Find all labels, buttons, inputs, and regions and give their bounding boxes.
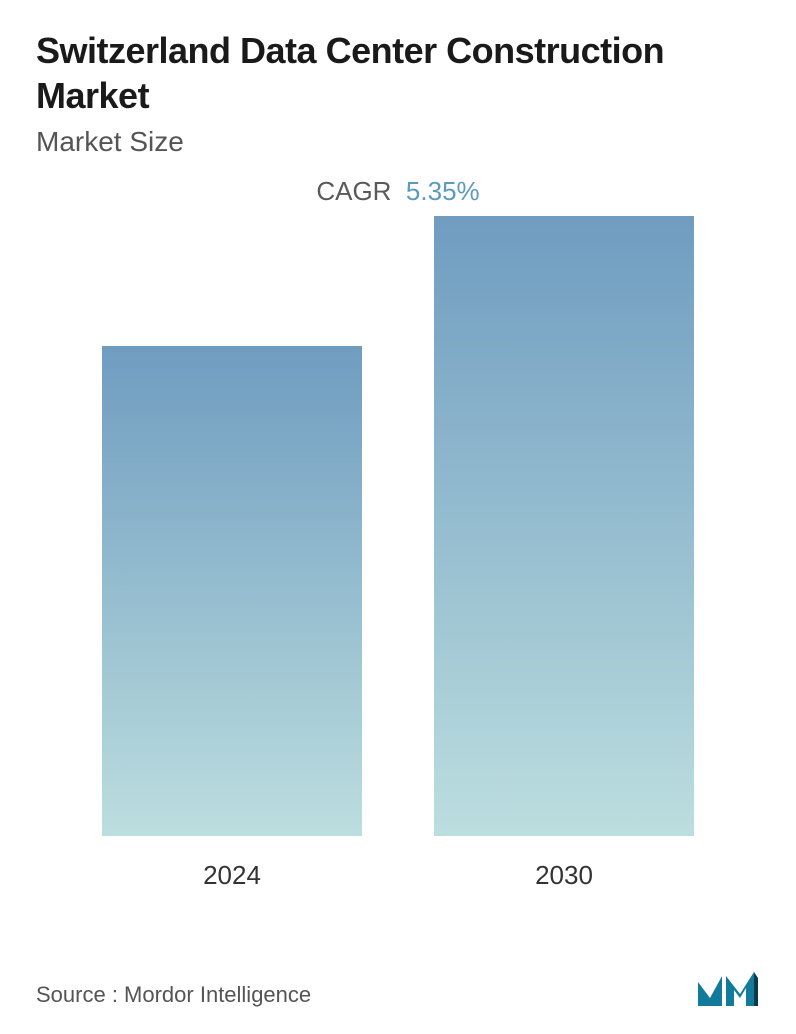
footer: Source : Mordor Intelligence	[36, 968, 760, 1008]
chart-subtitle: Market Size	[36, 126, 760, 158]
bar-label-2024: 2024	[203, 860, 261, 891]
bar-2024	[102, 346, 362, 836]
source-text: Source : Mordor Intelligence	[36, 982, 311, 1008]
cagr-label: CAGR	[316, 176, 391, 206]
bar-group-1: 2030	[424, 216, 704, 891]
bar-chart: 2024 2030	[36, 251, 760, 891]
mordor-logo-icon	[696, 968, 760, 1008]
chart-title: Switzerland Data Center Construction Mar…	[36, 28, 760, 118]
cagr-row: CAGR 5.35%	[36, 176, 760, 207]
bar-group-0: 2024	[92, 346, 372, 891]
bar-2030	[434, 216, 694, 836]
bar-label-2030: 2030	[535, 860, 593, 891]
cagr-value: 5.35%	[406, 176, 480, 206]
